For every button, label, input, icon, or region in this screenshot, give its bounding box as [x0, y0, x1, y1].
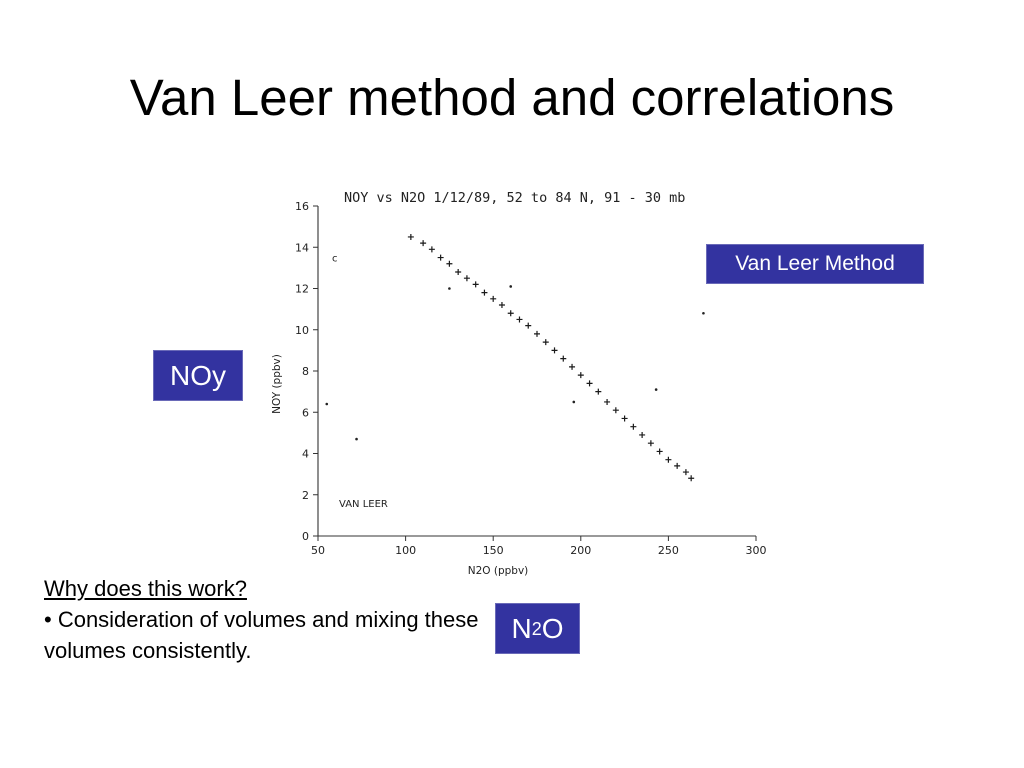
data-point — [534, 330, 540, 337]
outlier-point — [325, 402, 329, 406]
x-tick-label: 50 — [311, 544, 325, 557]
data-point — [682, 469, 689, 476]
data-point — [560, 355, 567, 362]
data-point — [639, 431, 646, 438]
y-tick-label: 4 — [302, 448, 309, 461]
data-point — [604, 398, 611, 405]
outlier-point — [355, 437, 358, 441]
x-axis-label: N2O (ppbv) — [468, 565, 529, 577]
data-point — [577, 372, 584, 379]
van-leer-method-tag: Van Leer Method — [706, 244, 924, 284]
y-tick-label: 10 — [295, 324, 309, 337]
y-tick-label: 6 — [302, 406, 309, 419]
chart-annotation: c — [332, 254, 338, 265]
x-tick-label: 100 — [395, 544, 416, 557]
x-tick-label: 300 — [746, 544, 767, 557]
plot-layer: 50 100 150 200 250 300 0 2 4 6 8 10 12 14 16 c VAN LEER — [295, 200, 767, 557]
explanation-note: Why does this work? • Consideration of v… — [44, 573, 484, 666]
chart-annotation: VAN LEER — [339, 499, 388, 510]
outlier-point — [654, 388, 658, 391]
noy-vs-n2o-scatter-plot: NOY vs N2O 1/12/89, 52 to 84 N, 91 - 30 … — [270, 172, 790, 592]
x-tick-label: 150 — [483, 544, 504, 557]
data-point — [665, 456, 672, 463]
data-point — [490, 295, 497, 302]
note-heading: Why does this work? — [44, 576, 247, 601]
data-point — [507, 310, 514, 317]
data-point — [569, 363, 576, 370]
noy-axis-tag: NOy — [153, 350, 243, 401]
data-point — [595, 388, 602, 395]
y-tick-label: 14 — [295, 241, 309, 254]
data-point — [463, 275, 470, 282]
data-point — [437, 254, 444, 261]
data-point — [688, 475, 695, 482]
outlier-point — [572, 400, 576, 404]
y-tick-label: 2 — [302, 489, 309, 502]
chart-svg: NOY vs N2O 1/12/89, 52 to 84 N, 91 - 30 … — [271, 190, 767, 577]
data-point — [472, 281, 479, 288]
data-point — [612, 407, 619, 414]
y-tick-label: 12 — [295, 283, 309, 296]
data-point — [525, 322, 532, 329]
data-point — [656, 448, 663, 455]
slide-title: Van Leer method and correlations — [129, 69, 895, 126]
data-point — [621, 415, 628, 422]
data-point — [516, 316, 523, 323]
data-point — [647, 440, 654, 447]
data-point — [542, 339, 549, 346]
data-point — [455, 269, 462, 275]
x-tick-label: 200 — [570, 544, 591, 557]
data-point — [674, 462, 681, 469]
outlier-point — [509, 285, 513, 288]
data-point — [630, 423, 637, 430]
data-point — [407, 233, 414, 240]
data-point — [446, 260, 453, 267]
n2o-tag-prefix: N — [511, 612, 532, 644]
note-bullet: • Consideration of volumes and mixing th… — [44, 607, 479, 663]
x-tick-label: 250 — [658, 544, 679, 557]
n2o-tag-suffix: O — [541, 612, 564, 644]
outlier-point — [448, 287, 451, 290]
y-tick-label: 0 — [302, 530, 309, 543]
chart-title: NOY vs N2O 1/12/89, 52 to 84 N, 91 - 30 … — [344, 190, 685, 206]
data-point — [586, 380, 593, 387]
data-point — [551, 347, 558, 354]
data-point — [420, 240, 427, 247]
y-axis-label: NOY (ppbv) — [271, 354, 283, 414]
data-point — [481, 289, 488, 296]
data-point — [498, 302, 505, 308]
outlier-point — [702, 311, 705, 315]
y-tick-label: 16 — [295, 200, 309, 213]
data-point — [428, 246, 435, 253]
y-tick-label: 8 — [302, 365, 309, 378]
